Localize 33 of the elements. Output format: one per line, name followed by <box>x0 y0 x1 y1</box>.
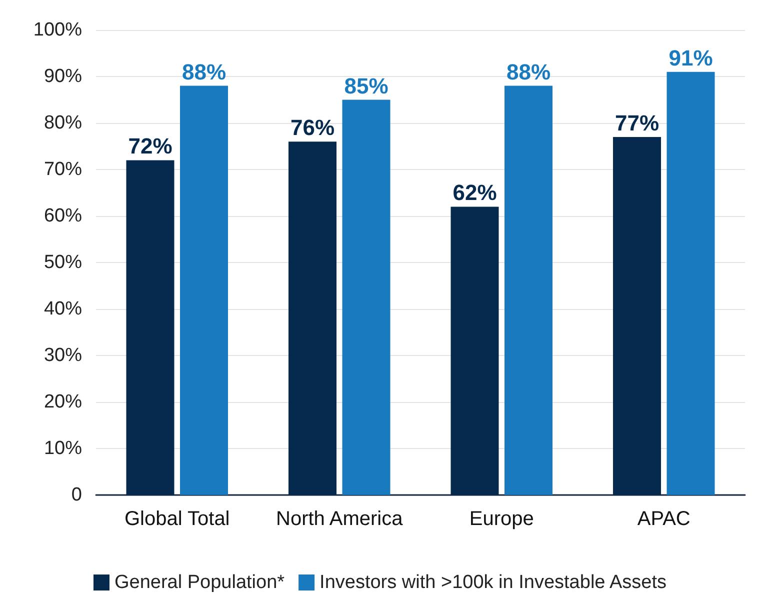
data-label: 88% <box>182 59 226 84</box>
y-tick-label: 50% <box>44 252 82 273</box>
x-tick-label: North America <box>276 508 404 530</box>
legend-label: Investors with >100k in Investable Assets <box>320 572 666 593</box>
data-label: 85% <box>344 73 388 98</box>
data-label: 88% <box>506 59 551 84</box>
y-tick-label: 30% <box>44 345 82 366</box>
data-label: 91% <box>668 45 713 70</box>
bar <box>504 86 553 495</box>
y-tick-label: 0 <box>71 484 82 506</box>
x-tick-label: APAC <box>637 508 690 530</box>
bar <box>288 142 336 495</box>
bar <box>126 160 174 495</box>
y-tick-label: 40% <box>44 298 82 320</box>
x-tick-label: Global Total <box>124 508 230 530</box>
bar <box>180 86 228 495</box>
data-label: 62% <box>452 180 497 206</box>
data-label: 76% <box>290 115 335 140</box>
bar <box>450 206 499 495</box>
y-tick-label: 10% <box>44 438 82 459</box>
y-tick-label: 60% <box>44 206 82 226</box>
bar <box>342 100 390 495</box>
y-tick-label: 20% <box>44 392 82 412</box>
bar <box>666 72 715 495</box>
legend-label: General Population* <box>114 572 286 593</box>
y-tick-label: 70% <box>44 159 82 180</box>
y-tick-label: 90% <box>44 66 82 87</box>
y-tick-label: 100% <box>33 20 82 40</box>
data-label: 77% <box>614 110 660 136</box>
data-label: 72% <box>128 134 172 159</box>
y-tick-label: 80% <box>44 112 82 134</box>
bar <box>612 136 661 495</box>
x-tick-label: Europe <box>469 508 534 530</box>
